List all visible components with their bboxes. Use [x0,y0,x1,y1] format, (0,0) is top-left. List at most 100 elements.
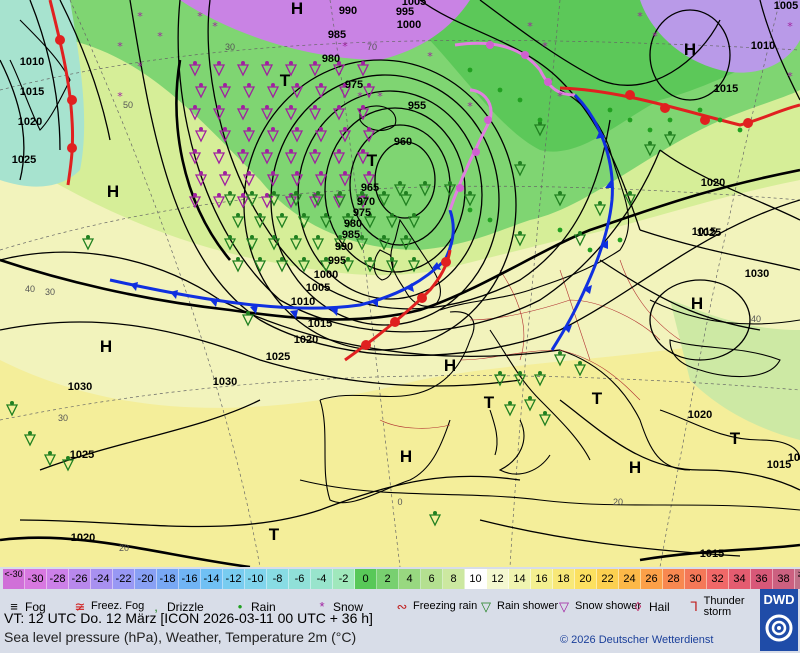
rain-icon [487,217,493,223]
rain-shower-icon [289,235,303,251]
snow-shower-icon [332,61,346,77]
rain-icon [617,237,623,243]
snow-shower-icon [338,171,352,187]
snow-shower-icon [362,83,376,99]
legend-item-snow-shower: ▽ Snow shower [556,590,641,623]
dwd-logo[interactable]: DWD [760,589,798,651]
rain-shower-icon [319,213,333,229]
snow-shower-icon [242,83,256,99]
isobar-label: 1010 [751,40,775,52]
snow-shower-icon [314,171,328,187]
low-pressure-marker: T [730,429,741,448]
snow-shower-icon [266,127,280,143]
rain-shower-icon [311,191,325,207]
rain-shower-icon [399,235,413,251]
rain-shower-icon [23,431,37,447]
map-labels: 990 9951000100598598097595596096597097598… [12,0,800,560]
high-pressure-marker: H [684,40,696,59]
high-pressure-marker: H [100,337,112,356]
temp-scale-cell: -24 [91,569,113,589]
legend-item-label: Rain [251,599,276,614]
rain-shower-icon [503,401,517,417]
isobar-label: 1005 [774,0,798,12]
graticule-label: 40 [25,284,35,294]
high-pressure-marker: H [691,294,703,313]
rain-icon [517,97,523,103]
snow-shower-icon [362,171,376,187]
temp-scale-cell: 30 [685,569,707,589]
snow-shower-icon [218,83,232,99]
rain-shower-icon [538,411,552,427]
temp-field-blue-ne [640,0,800,73]
snow-shower-icon [212,149,226,165]
graticule-label: 70 [367,42,377,52]
rain-shower-icon [393,181,407,197]
isobar-label: 1015 [692,226,716,238]
rain-shower-icon [623,191,637,207]
rain-icon [717,117,723,123]
isobar-label: 1015 [700,548,724,560]
snow-shower-icon [242,171,256,187]
freezing-fog-icon: ≆ [74,598,86,614]
rain-shower-icon [289,191,303,207]
legend-item-rain: • Rain [232,590,276,623]
isobar-label: 985 [342,229,360,241]
snow-icon: * [377,90,383,103]
temp-scale-cell: -20 [135,569,157,589]
rain-shower-icon [275,213,289,229]
temp-scale-cell: -4 [311,569,333,589]
rain-shower-icon [333,191,347,207]
rain-shower-icon [341,257,355,273]
temp-scale-cell: 2 [377,569,399,589]
snow-icon: * [137,60,143,73]
snow-shower-icon [218,171,232,187]
isobar-label: 980 [344,218,362,230]
rain-shower-icon [355,191,369,207]
high-pressure-marker: H [107,182,119,201]
snow-shower-icon [260,61,274,77]
snow-shower-icon [284,149,298,165]
snow-shower-icon [362,127,376,143]
rain-shower-icon [573,231,587,247]
snow-shower-icon [266,171,280,187]
snow-shower-icon [212,193,226,209]
isobar-label: 1000 [397,19,421,31]
legend-item-label: Thunder storm [703,594,745,618]
temp-scale-cell: 36 [751,569,773,589]
rain-shower-icon [245,235,259,251]
snow-icon: * [197,10,203,23]
rain-icon [467,207,473,213]
rain-shower-icon [241,311,255,327]
legend-item-label: Fog [25,599,46,614]
legend-item-label: Freezing rain [413,600,478,612]
snow-shower-icon [332,149,346,165]
snow-icon: * [787,20,793,33]
temp-field-cyan-west [0,0,85,187]
rain-shower-icon [385,257,399,273]
isobar-label: 1015 [20,86,44,98]
isobar-label: 1020 [294,334,318,346]
legend-item-snow: * Snow [314,590,363,623]
weather-symbols: * * * * * * * * * * * * * * * * * * * [5,10,793,527]
snow-shower-icon [194,171,208,187]
snow-shower-icon [266,83,280,99]
rain-shower-icon [418,181,432,197]
snow-icon: * [557,90,563,103]
snow-shower-icon [284,105,298,121]
snow-icon: * [212,20,218,33]
temp-scale-cell: -8 [267,569,289,589]
copyright[interactable]: © 2026 Deutscher Wetterdienst [560,634,714,646]
rain-shower-icon [319,257,333,273]
legend-item-label: Hail [649,599,670,614]
cold-front-atlantic-triangles [130,262,441,319]
temp-scale-cell: -10 [245,569,267,589]
snow-icon: * [652,30,658,43]
rain-shower-icon [407,213,421,229]
legend-item-label: Snow [333,599,364,614]
weather-map: ********* ********** 990 99510001005985980… [0,0,800,567]
snow-shower-icon [338,83,352,99]
isobar-label: 1015 [308,318,332,330]
isobar-label: 1025 [70,449,94,461]
temp-scale-cell: -16 [179,569,201,589]
isobar-label: 1015 [714,83,738,95]
